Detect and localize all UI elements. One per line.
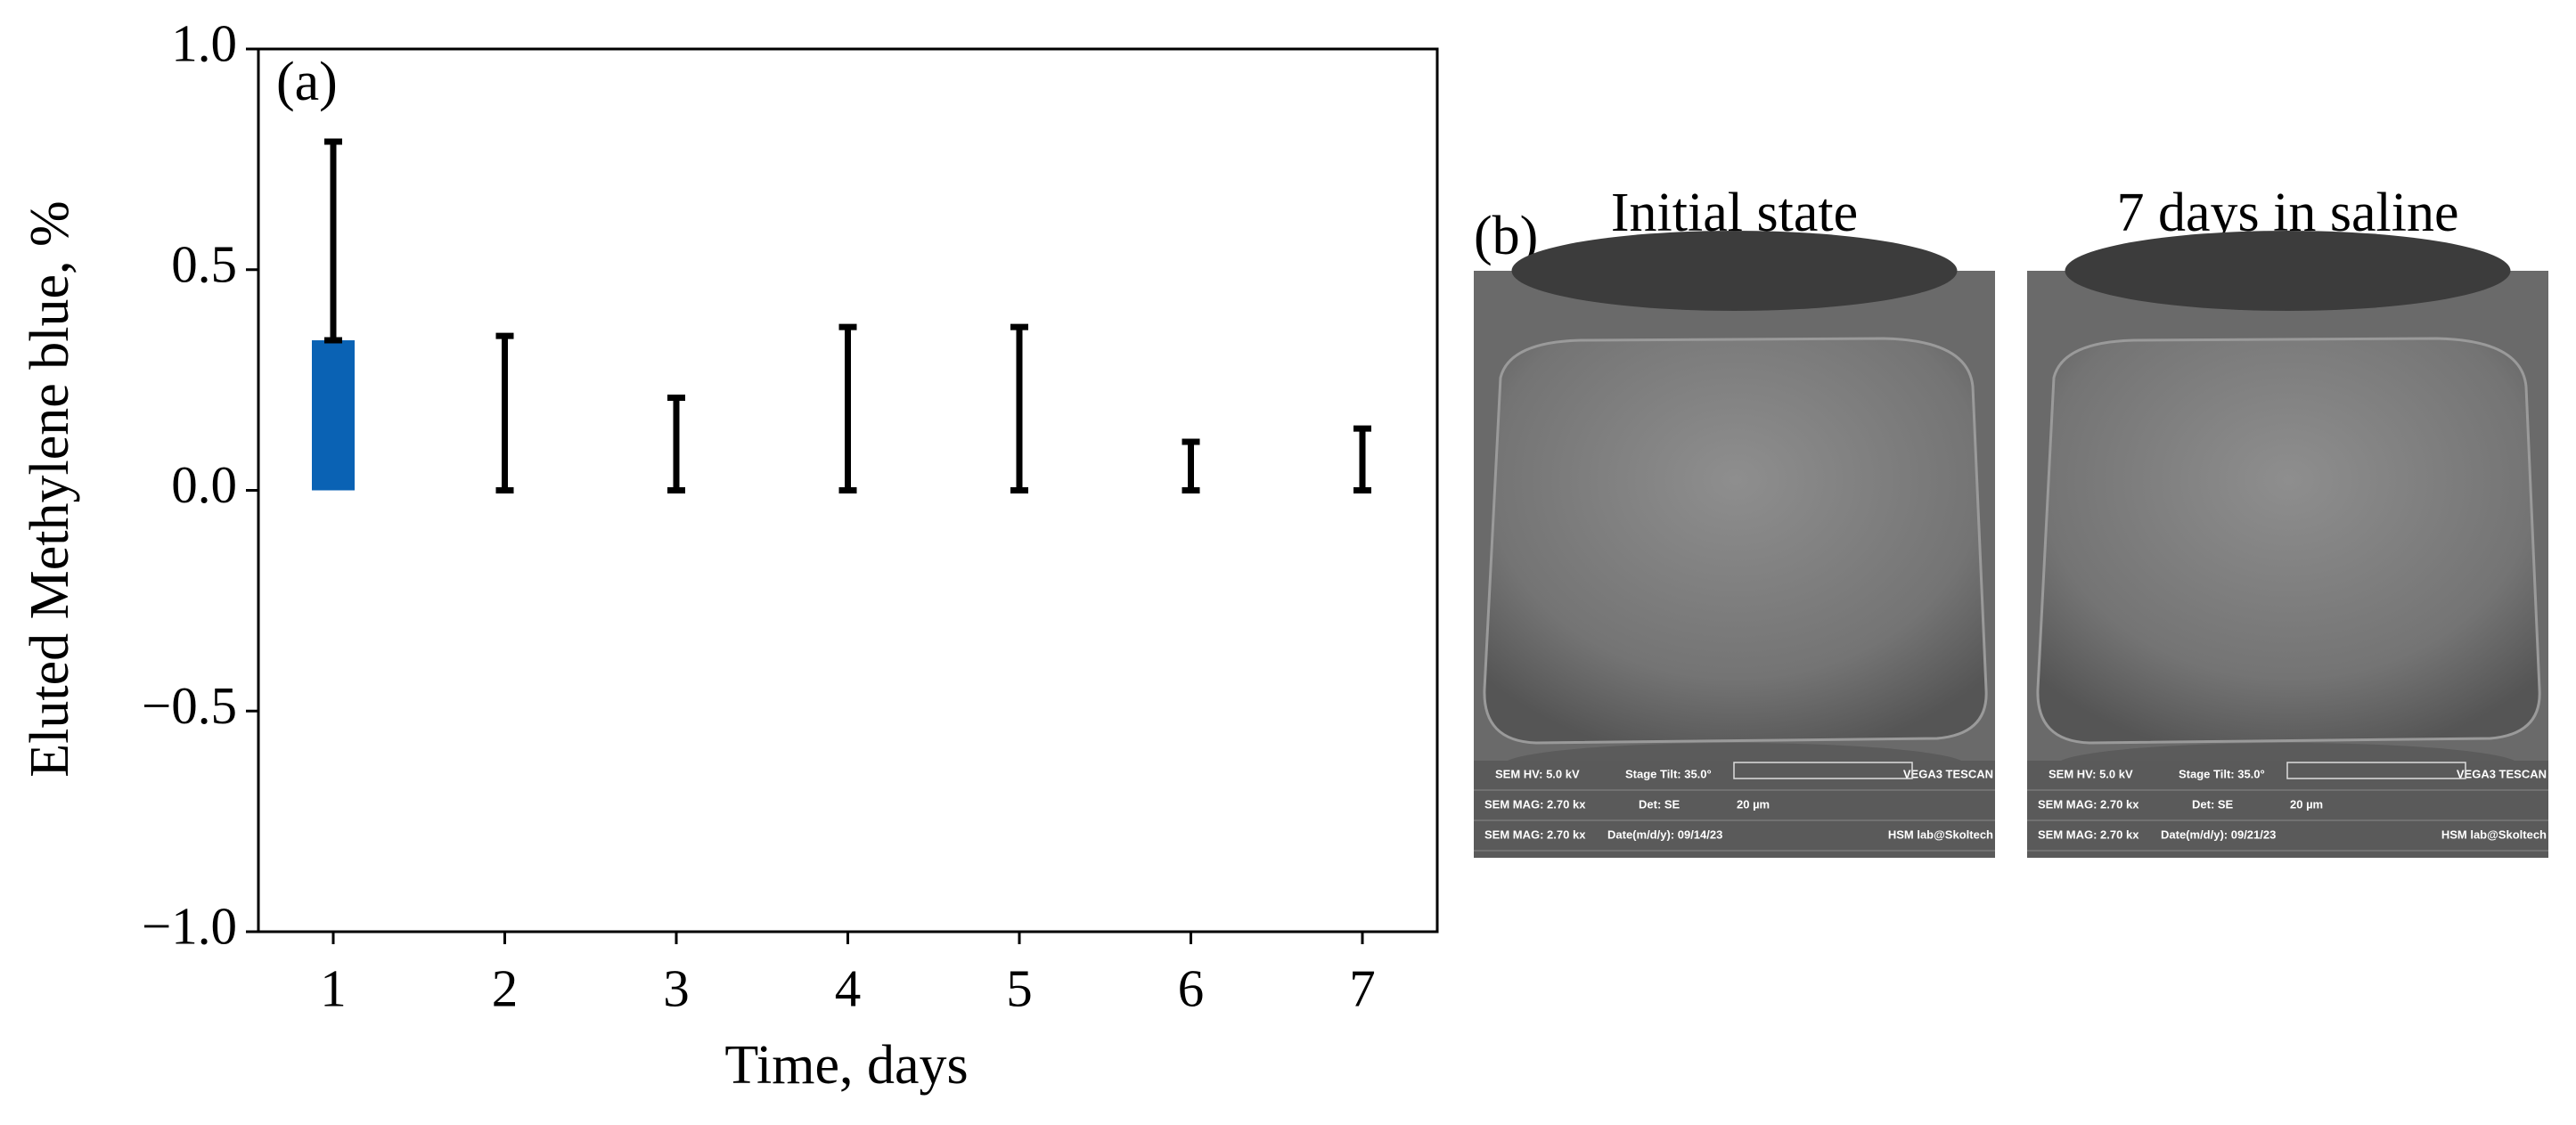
info-text: VEGA3 TESCAN bbox=[1903, 767, 1993, 780]
scale-bar bbox=[2286, 762, 2466, 779]
info-text: HSM lab@Skoltech bbox=[1888, 827, 1993, 841]
pillar bbox=[1483, 337, 1988, 745]
x-axis-label: Time, days bbox=[724, 1035, 968, 1096]
plot-frame bbox=[257, 47, 1439, 933]
error-bar bbox=[495, 332, 514, 493]
info-text: SEM MAG: 2.70 kx bbox=[1484, 797, 1586, 811]
x-tick-label: 6 bbox=[1178, 959, 1205, 1018]
x-tick-label: 4 bbox=[835, 959, 862, 1018]
info-text: Stage Tilt: 35.0° bbox=[1625, 767, 1712, 780]
info-text: 20 µm bbox=[2290, 797, 2323, 811]
info-text: HSM lab@Skoltech bbox=[2441, 827, 2547, 841]
info-text: 20 µm bbox=[1737, 797, 1770, 811]
info-text: Det: SE bbox=[2192, 797, 2234, 811]
x-tick-label: 7 bbox=[1349, 959, 1376, 1018]
x-tick-label: 3 bbox=[663, 959, 690, 1018]
info-text: SEM HV: 5.0 kV bbox=[1495, 767, 1580, 780]
x-tick-label: 1 bbox=[320, 959, 347, 1018]
info-text: Det: SE bbox=[1639, 797, 1681, 811]
bar bbox=[312, 340, 355, 491]
error-bar bbox=[1353, 425, 1371, 493]
info-text: SEM MAG: 2.70 kx bbox=[2038, 827, 2139, 841]
info-text: VEGA3 TESCAN bbox=[2457, 767, 2547, 780]
info-text: Date(m/d/y): 09/21/23 bbox=[2161, 827, 2276, 841]
error-bar bbox=[838, 323, 857, 493]
info-text: SEM MAG: 2.70 kx bbox=[1484, 827, 1586, 841]
panel-label: (a) bbox=[276, 52, 338, 112]
y-tick-label: −0.5 bbox=[142, 676, 237, 735]
y-axis-label: Eluted Methylene blue, % bbox=[20, 200, 80, 777]
info-text: Date(m/d/y): 09/14/23 bbox=[1607, 827, 1722, 841]
x-tick-label: 2 bbox=[492, 959, 519, 1018]
error-bar bbox=[1182, 438, 1200, 493]
sem-image: SEM HV: 5.0 kV Stage Tilt: 35.0° VEGA3 TES… bbox=[1474, 231, 1995, 858]
pillar bbox=[2036, 337, 2541, 745]
y-tick-label: 0.0 bbox=[171, 455, 237, 514]
info-text: SEM HV: 5.0 kV bbox=[2049, 767, 2133, 780]
y-tick-label: 1.0 bbox=[171, 14, 237, 73]
error-bar bbox=[1010, 323, 1028, 493]
image-shadow bbox=[2065, 231, 2511, 311]
error-bar bbox=[667, 394, 685, 493]
y-tick-label: 0.5 bbox=[171, 234, 237, 293]
image-shadow bbox=[1511, 231, 1958, 311]
scale-bar bbox=[1733, 762, 1913, 779]
x-tick-label: 5 bbox=[1006, 959, 1033, 1018]
info-text: SEM MAG: 2.70 kx bbox=[2038, 797, 2139, 811]
y-tick-label: −1.0 bbox=[142, 897, 237, 956]
info-text: Stage Tilt: 35.0° bbox=[2179, 767, 2265, 780]
sem-image: SEM HV: 5.0 kV Stage Tilt: 35.0° VEGA3 TES… bbox=[2027, 231, 2548, 858]
error-bar bbox=[324, 138, 342, 344]
